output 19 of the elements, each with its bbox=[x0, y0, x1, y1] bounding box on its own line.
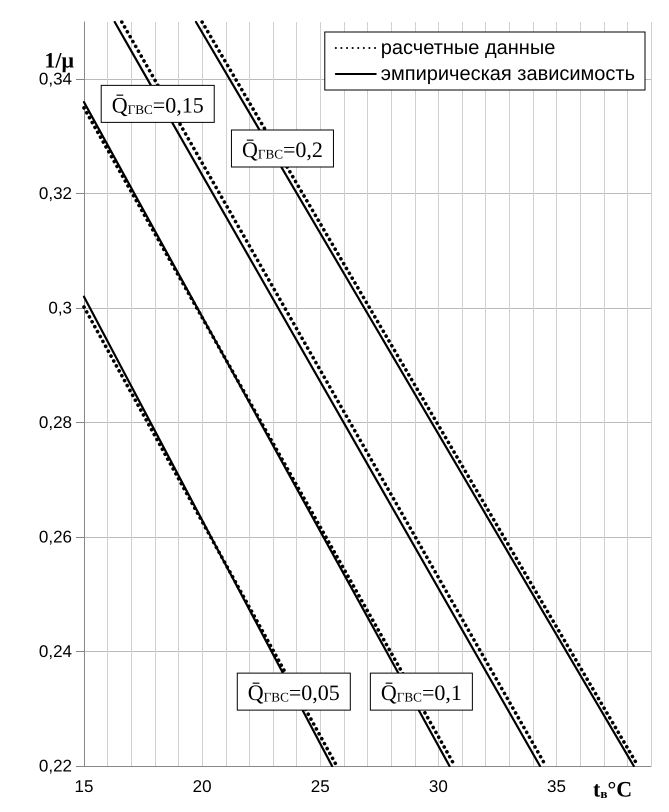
annotation: Q̄ГВС=0,15 bbox=[112, 92, 204, 118]
y-tick-label: 0,22 bbox=[38, 756, 72, 776]
legend-label: расчетные данные bbox=[380, 37, 556, 59]
legend-label: эмпирическая зависимость bbox=[380, 63, 636, 85]
y-axis-title: 1/μ bbox=[44, 47, 75, 72]
x-tick-label: 30 bbox=[428, 777, 448, 796]
y-tick-label: 0,28 bbox=[38, 413, 72, 432]
x-tick-label: 35 bbox=[547, 777, 566, 796]
annotation: Q̄ГВС=0,2 bbox=[242, 136, 323, 162]
annotation: Q̄ГВС=0,05 bbox=[248, 680, 340, 706]
y-tick-label: 0,3 bbox=[48, 298, 72, 318]
y-tick-label: 0,24 bbox=[38, 642, 72, 662]
annotation: Q̄ГВС=0,1 bbox=[380, 680, 462, 706]
x-tick-label: 25 bbox=[310, 777, 330, 796]
y-tick-label: 0,32 bbox=[38, 184, 72, 204]
x-tick-label: 15 bbox=[74, 777, 94, 796]
x-tick-label: 20 bbox=[192, 777, 212, 796]
x-axis-title: tв°C bbox=[593, 776, 632, 802]
y-tick-label: 0,26 bbox=[38, 528, 72, 547]
